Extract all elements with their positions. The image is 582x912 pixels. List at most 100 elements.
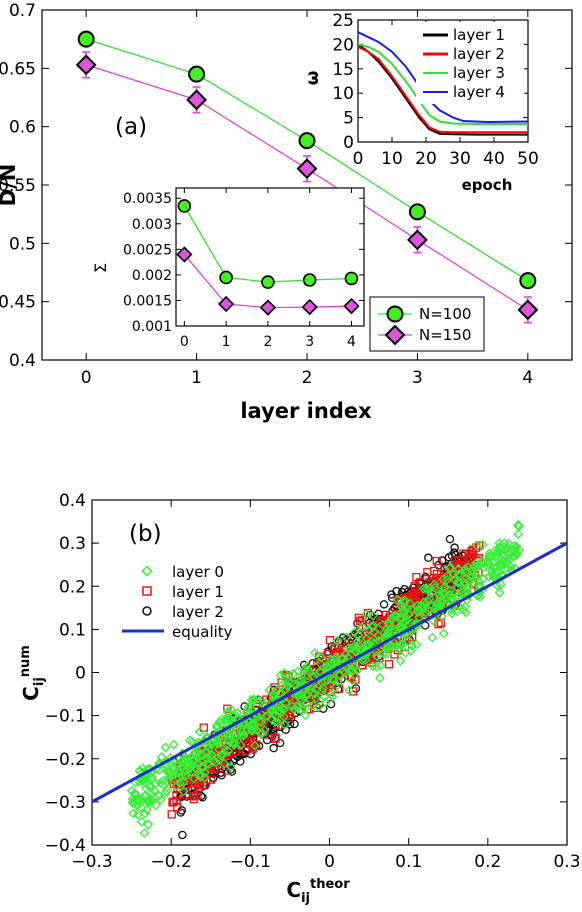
scatter-point-layer-0 — [397, 613, 408, 624]
panel-b-xlabel: Cijtheor — [286, 877, 350, 906]
scatter-point-layer-0 — [214, 754, 225, 765]
scatter-point-layer-0 — [129, 788, 140, 799]
data-point-diamond — [75, 54, 97, 76]
panel-b-xlabel-main: C — [286, 878, 301, 902]
scatter-point-layer-0 — [371, 651, 382, 661]
panel-a-legend: N=100 N=150 — [369, 296, 485, 352]
scatter-point-layer-0 — [435, 600, 446, 611]
scatter-point-layer-1 — [330, 643, 340, 652]
scatter-point-layer-0 — [407, 640, 417, 651]
scatter-point-layer-0 — [141, 804, 152, 815]
scatter-point-layer-0 — [450, 575, 461, 586]
scatter-point-layer-0 — [256, 717, 267, 728]
panel-b-ytick-label: −0.3 — [45, 793, 86, 813]
omega-curve-layer-1 — [357, 43, 528, 136]
inset-sigma-ytick-label: 0.003 — [132, 217, 172, 233]
scatter-point-layer-0 — [166, 767, 177, 778]
scatter-point-layer-1 — [284, 713, 293, 723]
scatter-point-layer-0 — [390, 625, 401, 636]
scatter-point-layer-0 — [436, 597, 447, 608]
inset-sigma-vs-layer: 0 1 2 3 4 0.001 0.0015 0.002 0.0025 0.003 0.0035 Σ — [91, 187, 365, 350]
scatter-point-layer-1 — [313, 660, 322, 669]
scatter-point-layer-0 — [171, 780, 182, 791]
panel-a-ytick-label: 0.45 — [0, 293, 36, 313]
scatter-point-layer-0 — [266, 713, 277, 724]
scatter-point-layer-0 — [495, 560, 506, 571]
scatter-point-layer-0 — [184, 735, 195, 746]
scatter-point-layer-0 — [361, 609, 372, 620]
scatter-point-layer-0 — [235, 740, 246, 751]
scatter-point-layer-0 — [364, 639, 375, 650]
scatter-point-layer-0 — [280, 684, 291, 695]
scatter-point-layer-0 — [196, 750, 206, 760]
scatter-point-layer-0 — [403, 609, 414, 620]
scatter-point-layer-0 — [147, 795, 158, 806]
scatter-point-layer-0 — [276, 703, 287, 714]
scatter-point-layer-0 — [347, 675, 358, 686]
scatter-point-layer-0 — [332, 656, 343, 667]
scatter-point-layer-0 — [436, 611, 447, 622]
panel-b: −0.3 −0.2 −0.1 0 0.1 0.2 0.3−0.4−0.3−0.2−0.100… — [18, 491, 581, 906]
data-point-circle — [408, 203, 426, 221]
scatter-point-layer-0 — [381, 649, 392, 659]
scatter-point-layer-2 — [379, 600, 389, 609]
scatter-point-layer-0 — [317, 683, 328, 694]
scatter-point-layer-0 — [296, 670, 307, 681]
scatter-point-layer-0 — [247, 724, 258, 735]
scatter-point-layer-0 — [357, 622, 368, 632]
scatter-point-layer-2 — [387, 590, 396, 599]
scatter-point-layer-1 — [193, 790, 202, 799]
scatter-point-layer-0 — [214, 717, 225, 728]
scatter-point-layer-0 — [392, 594, 403, 605]
scatter-point-layer-0 — [136, 802, 147, 813]
panel-b-ylabel: Cijnum — [18, 645, 47, 701]
scatter-point-layer-0 — [229, 710, 240, 721]
scatter-point-layer-0 — [344, 685, 355, 696]
scatter-point-layer-0 — [287, 701, 298, 712]
inset-omega-ytick-label: 15 — [332, 60, 354, 80]
scatter-point-layer-0 — [412, 600, 423, 611]
scatter-point-layer-0 — [427, 632, 438, 643]
data-point-diamond — [517, 299, 539, 321]
scatter-point-layer-0 — [226, 762, 236, 772]
scatter-point-layer-0 — [133, 795, 144, 805]
scatter-point-layer-0 — [460, 607, 471, 618]
scatter-point-layer-0 — [418, 583, 429, 594]
scatter-point-layer-0 — [332, 635, 343, 646]
scatter-point-layer-0 — [308, 700, 319, 711]
data-point-diamond — [259, 299, 277, 316]
data-point-circle — [298, 132, 316, 150]
scatter-point-layer-0 — [477, 556, 487, 567]
panel-b-xlabel-sub: ij — [301, 891, 310, 906]
data-point-diamond — [343, 297, 360, 315]
scatter-point-layer-0 — [222, 731, 232, 742]
scatter-point-layer-0 — [471, 540, 482, 551]
legend-label: layer 3 — [453, 64, 505, 82]
panel-a-ytick-label: 0.5 — [9, 234, 36, 254]
scatter-point-layer-0 — [180, 771, 191, 782]
scatter-point-layer-0 — [330, 682, 341, 693]
scatter-point-layer-0 — [226, 704, 237, 715]
scatter-point-layer-0 — [140, 783, 151, 794]
scatter-point-layer-1 — [414, 591, 424, 601]
data-point-diamond — [407, 229, 428, 251]
scatter-point-layer-0 — [452, 606, 462, 616]
data-point-circle — [302, 273, 317, 287]
inset-omega-xlabel: epoch — [462, 176, 513, 194]
equality-line — [91, 541, 568, 804]
scatter-point-layer-0 — [302, 689, 313, 700]
scatter-point-layer-0 — [228, 734, 239, 744]
inset-sigma-xtick-label: 3 — [305, 334, 314, 350]
inset-omega-frame — [357, 19, 529, 143]
scatter-point-layer-0 — [375, 672, 385, 683]
scatter-point-layer-0 — [300, 710, 311, 721]
scatter-point-layer-0 — [213, 739, 223, 749]
scatter-point-layer-0 — [145, 797, 156, 808]
scatter-point-layer-0 — [486, 569, 497, 580]
scatter-point-layer-0 — [270, 716, 281, 727]
scatter-point-layer-0 — [368, 620, 379, 631]
panel-a-xtick-label: 0 — [81, 368, 92, 388]
panel-b-ytick-label: 0.4 — [59, 491, 86, 511]
scatter-point-layer-0 — [378, 648, 389, 659]
scatter-point-layer-1 — [377, 615, 387, 625]
